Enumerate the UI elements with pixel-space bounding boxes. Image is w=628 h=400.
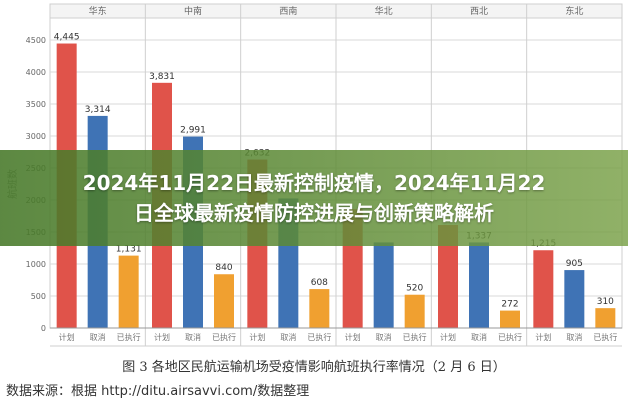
x-tick-label: 已执行	[593, 332, 617, 342]
bar	[404, 294, 425, 328]
data-label: 3,831	[149, 72, 175, 82]
data-label: 840	[215, 263, 232, 273]
data-label: 2,991	[180, 126, 206, 136]
x-tick-label: 计划	[59, 332, 75, 342]
group-label: 华东	[89, 5, 107, 17]
y-tick-label: 3500	[26, 100, 46, 109]
y-tick-label: 500	[31, 292, 46, 301]
x-tick-label: 取消	[376, 332, 392, 342]
x-tick-label: 已执行	[403, 332, 427, 342]
x-tick-label: 取消	[90, 332, 106, 342]
group-label: 西南	[279, 5, 297, 17]
data-source-note: 数据来源：根据 http://ditu.airsavvi.com/数据整理	[6, 384, 310, 399]
bar	[438, 225, 458, 328]
x-tick-label: 已执行	[498, 332, 522, 342]
bar	[469, 242, 489, 328]
y-tick-label: 3000	[26, 132, 46, 141]
y-tick-label: 1000	[26, 260, 46, 269]
group-label: 华北	[375, 5, 393, 17]
data-label: 1,131	[116, 245, 142, 255]
x-tick-label: 已执行	[307, 332, 331, 342]
y-tick-label: 0	[41, 324, 46, 333]
data-label: 4,445	[54, 33, 80, 43]
data-label: 272	[501, 300, 518, 310]
x-tick-label: 已执行	[117, 332, 141, 342]
bar	[309, 289, 330, 328]
bar	[118, 255, 139, 328]
bar	[595, 308, 616, 328]
group-label: 中南	[184, 5, 202, 17]
banner-line-1: 2024年11月22日最新控制疫情，2024年11月22	[82, 171, 546, 195]
x-tick-label: 计划	[154, 332, 170, 342]
data-label: 608	[311, 278, 328, 288]
data-label: 520	[406, 284, 423, 294]
bar	[564, 270, 585, 328]
x-tick-label: 取消	[185, 332, 201, 342]
x-tick-label: 已执行	[212, 332, 236, 342]
data-label: 905	[566, 259, 583, 269]
bar	[373, 242, 394, 328]
figure-caption: 图 3 各地区民航运输机场受疫情影响航班执行率情况（2 月 6 日）	[122, 360, 506, 375]
bar	[533, 250, 554, 328]
bar	[500, 310, 520, 328]
y-tick-label: 4500	[26, 36, 46, 45]
x-tick-label: 计划	[345, 332, 361, 342]
y-tick-label: 4000	[26, 68, 46, 77]
data-label: 310	[597, 297, 614, 307]
title-banner: 2024年11月22日最新控制疫情，2024年11月22 日全球最新疫情防控进展…	[0, 150, 628, 246]
x-tick-label: 取消	[471, 332, 487, 342]
x-tick-label: 计划	[440, 332, 456, 342]
group-label: 西北	[470, 6, 488, 17]
bar	[214, 274, 234, 328]
x-tick-label: 计划	[535, 332, 551, 342]
x-tick-label: 取消	[280, 332, 296, 342]
x-tick-label: 取消	[566, 332, 582, 342]
group-label: 东北	[565, 5, 583, 17]
data-label: 3,314	[85, 105, 111, 115]
x-tick-label: 计划	[249, 332, 265, 342]
banner-line-2: 日全球最新疫情防控进展与创新策略解析	[134, 201, 494, 225]
